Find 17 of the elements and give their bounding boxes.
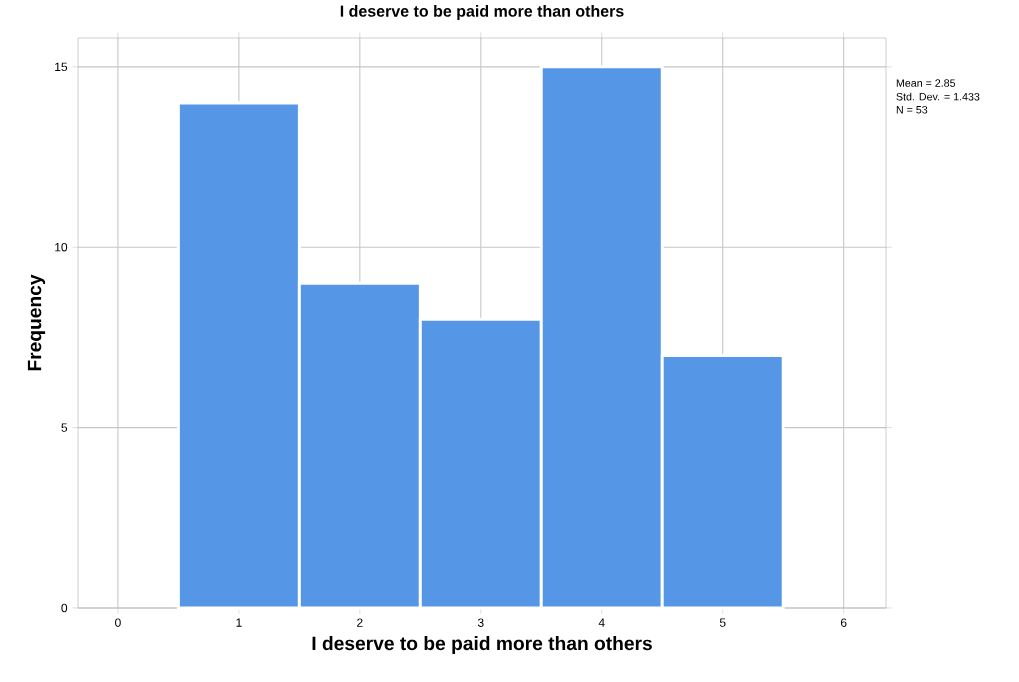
text: N = 53 — [896, 105, 928, 114]
x-tick-label: 0 — [115, 618, 121, 627]
y-tick-label: 5 — [61, 423, 68, 432]
x-tick-label: 6 — [840, 618, 847, 627]
y-tick-label: 0 — [61, 603, 68, 613]
chart-title: I deserve to be paid more than others — [340, 5, 624, 20]
x-tick-label: 3 — [477, 618, 484, 627]
x-tick-label: 2 — [357, 618, 363, 627]
y-tick-label: 15 — [55, 62, 68, 72]
x-tick-label: 5 — [719, 618, 726, 627]
text: Std. Dev. = 1.433 — [896, 92, 980, 101]
text: Mean = 2.85 — [896, 79, 956, 87]
y-axis-title: Frequency — [27, 274, 46, 371]
x-tick-label: 1 — [236, 618, 242, 627]
y-tick-label: 10 — [55, 242, 68, 252]
x-axis-title: I deserve to be paid more than others — [312, 636, 652, 654]
x-tick-label: 4 — [598, 618, 605, 627]
